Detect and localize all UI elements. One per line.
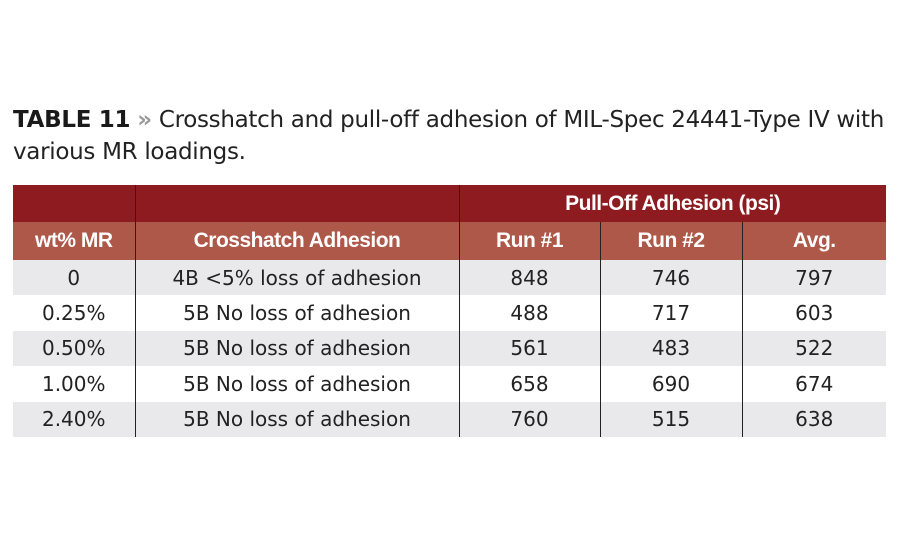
cell-run2: 515 bbox=[599, 401, 742, 437]
cell-avg: 638 bbox=[741, 401, 886, 437]
caption-text: Crosshatch and pull-off adhesion of MIL-… bbox=[13, 107, 885, 165]
cell-run2: 483 bbox=[599, 330, 742, 367]
table-label: TABLE 11 bbox=[13, 107, 131, 133]
col-header-avg: Avg. bbox=[741, 222, 886, 260]
table-row: 0 4B <5% loss of adhesion 848 746 797 bbox=[13, 260, 886, 296]
adhesion-table: Pull-Off Adhesion (psi) wt% MR Crosshatc… bbox=[13, 185, 886, 437]
cell-run2: 690 bbox=[599, 366, 742, 402]
col-header-wt-mr: wt% MR bbox=[13, 222, 135, 260]
header-blank bbox=[13, 185, 135, 222]
col-header-crosshatch: Crosshatch Adhesion bbox=[134, 222, 459, 260]
separator-glyph: » bbox=[137, 107, 152, 133]
cell-wt-mr: 1.00% bbox=[13, 366, 135, 402]
table-row: 0.25% 5B No loss of adhesion 488 717 603 bbox=[13, 295, 886, 331]
header-blank bbox=[134, 185, 459, 222]
col-header-run1: Run #1 bbox=[458, 222, 600, 260]
cell-avg: 522 bbox=[741, 330, 886, 367]
cell-wt-mr: 0 bbox=[13, 260, 135, 296]
cell-wt-mr: 0.50% bbox=[13, 330, 135, 367]
cell-crosshatch: 5B No loss of adhesion bbox=[134, 401, 459, 437]
table-caption: TABLE 11 » Crosshatch and pull-off adhes… bbox=[13, 104, 893, 168]
cell-run2: 717 bbox=[599, 295, 742, 331]
cell-run1: 488 bbox=[458, 295, 600, 331]
cell-run2: 746 bbox=[599, 260, 742, 296]
table-row: 0.50% 5B No loss of adhesion 561 483 522 bbox=[13, 330, 886, 367]
table-row: 1.00% 5B No loss of adhesion 658 690 674 bbox=[13, 366, 886, 402]
cell-wt-mr: 0.25% bbox=[13, 295, 135, 331]
cell-avg: 674 bbox=[741, 366, 886, 402]
cell-avg: 603 bbox=[741, 295, 886, 331]
col-header-run2: Run #2 bbox=[599, 222, 742, 260]
cell-run1: 561 bbox=[458, 330, 600, 367]
group-header-pull-off: Pull-Off Adhesion (psi) bbox=[458, 185, 886, 222]
cell-crosshatch: 5B No loss of adhesion bbox=[134, 295, 459, 331]
cell-run1: 658 bbox=[458, 366, 600, 402]
cell-crosshatch: 5B No loss of adhesion bbox=[134, 330, 459, 367]
cell-wt-mr: 2.40% bbox=[13, 401, 135, 437]
cell-avg: 797 bbox=[741, 260, 886, 296]
cell-crosshatch: 4B <5% loss of adhesion bbox=[134, 260, 459, 296]
cell-crosshatch: 5B No loss of adhesion bbox=[134, 366, 459, 402]
table-row: 2.40% 5B No loss of adhesion 760 515 638 bbox=[13, 401, 886, 437]
cell-run1: 848 bbox=[458, 260, 600, 296]
cell-run1: 760 bbox=[458, 401, 600, 437]
